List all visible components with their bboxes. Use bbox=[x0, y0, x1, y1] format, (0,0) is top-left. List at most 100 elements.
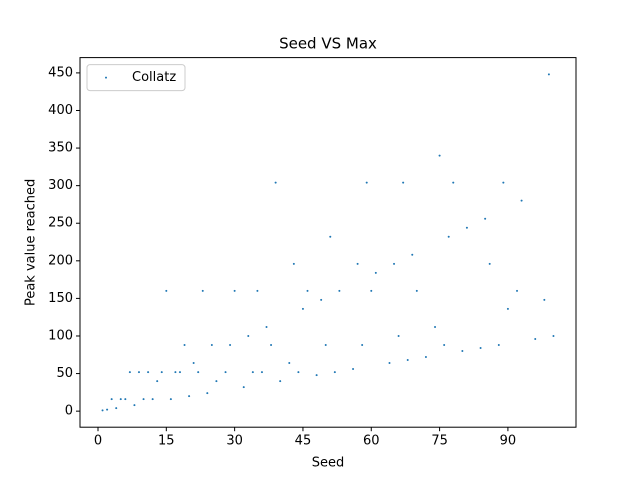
point bbox=[479, 347, 482, 350]
x-tick-label: 45 bbox=[295, 434, 312, 449]
point bbox=[361, 344, 364, 347]
legend-marker bbox=[105, 76, 107, 79]
x-axis-label: Seed bbox=[312, 456, 345, 471]
point bbox=[188, 395, 191, 398]
point bbox=[178, 371, 181, 374]
x-tick-label: 60 bbox=[363, 434, 380, 449]
y-axis-label: Peak value reached bbox=[24, 179, 39, 306]
point bbox=[502, 181, 505, 184]
point bbox=[233, 289, 236, 292]
point bbox=[506, 307, 509, 310]
point bbox=[543, 298, 546, 301]
point bbox=[192, 362, 195, 365]
point bbox=[206, 392, 209, 395]
point bbox=[247, 334, 250, 337]
point bbox=[265, 325, 268, 328]
plot-frame bbox=[79, 57, 577, 428]
point bbox=[443, 344, 446, 347]
point bbox=[242, 386, 245, 389]
point bbox=[197, 371, 200, 374]
point bbox=[447, 235, 450, 238]
x-tick-label: 30 bbox=[226, 434, 243, 449]
point bbox=[260, 371, 263, 374]
point bbox=[274, 181, 277, 184]
point bbox=[224, 371, 227, 374]
point bbox=[306, 289, 309, 292]
point bbox=[452, 181, 455, 184]
x-tick-label: 15 bbox=[158, 434, 175, 449]
point bbox=[210, 344, 213, 347]
point bbox=[297, 371, 300, 374]
point bbox=[324, 344, 327, 347]
point bbox=[251, 371, 254, 374]
y-tick-label: 300 bbox=[48, 178, 73, 193]
point bbox=[411, 253, 414, 256]
point bbox=[552, 334, 555, 337]
point bbox=[547, 73, 550, 76]
chart-title: Seed VS Max bbox=[279, 35, 377, 53]
point bbox=[279, 380, 282, 383]
point bbox=[374, 271, 377, 274]
point bbox=[365, 181, 368, 184]
point bbox=[151, 398, 154, 401]
legend-label: Collatz bbox=[132, 70, 176, 85]
y-tick-label: 250 bbox=[48, 216, 73, 231]
legend-box bbox=[86, 64, 186, 92]
point bbox=[333, 371, 336, 374]
y-tick-label: 200 bbox=[48, 253, 73, 268]
point bbox=[183, 344, 186, 347]
point bbox=[516, 289, 519, 292]
point bbox=[434, 325, 437, 328]
point bbox=[119, 398, 122, 401]
x-tick-label: 0 bbox=[94, 434, 102, 449]
y-tick-label: 350 bbox=[48, 141, 73, 156]
point bbox=[256, 289, 259, 292]
point bbox=[415, 289, 418, 292]
point bbox=[406, 359, 409, 362]
point bbox=[370, 289, 373, 292]
point bbox=[329, 235, 332, 238]
point bbox=[137, 371, 140, 374]
y-tick-label: 0 bbox=[65, 404, 73, 419]
point bbox=[461, 350, 464, 353]
point bbox=[352, 368, 355, 371]
point bbox=[110, 398, 113, 401]
point bbox=[465, 226, 468, 229]
point bbox=[229, 344, 232, 347]
point bbox=[315, 374, 318, 377]
point bbox=[142, 398, 145, 401]
point bbox=[388, 362, 391, 365]
point bbox=[169, 398, 172, 401]
point bbox=[497, 344, 500, 347]
point bbox=[201, 289, 204, 292]
point bbox=[393, 262, 396, 265]
point bbox=[488, 262, 491, 265]
point bbox=[356, 262, 359, 265]
point bbox=[133, 404, 136, 407]
x-tick-label: 90 bbox=[500, 434, 517, 449]
point bbox=[338, 289, 341, 292]
y-tick-label: 450 bbox=[48, 65, 73, 80]
point bbox=[174, 371, 177, 374]
point bbox=[156, 380, 159, 383]
point bbox=[270, 344, 273, 347]
point bbox=[124, 398, 127, 401]
point bbox=[147, 371, 150, 374]
point bbox=[397, 334, 400, 337]
y-tick-label: 100 bbox=[48, 328, 73, 343]
x-tick-label: 75 bbox=[431, 434, 448, 449]
point bbox=[215, 380, 218, 383]
point bbox=[106, 408, 109, 411]
point bbox=[534, 337, 537, 340]
y-tick-label: 150 bbox=[48, 291, 73, 306]
point bbox=[292, 262, 295, 265]
point bbox=[520, 199, 523, 202]
point bbox=[484, 217, 487, 220]
point bbox=[115, 407, 118, 410]
point bbox=[288, 362, 291, 365]
point bbox=[320, 298, 323, 301]
point bbox=[101, 409, 104, 412]
point bbox=[160, 371, 163, 374]
point bbox=[438, 154, 441, 157]
